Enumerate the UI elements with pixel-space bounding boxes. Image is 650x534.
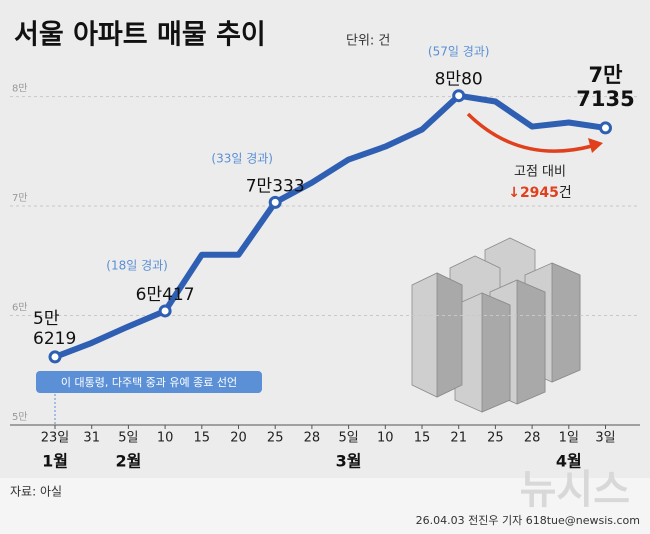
drop-value: 2945 [520, 185, 559, 201]
y-tick-label: 6만 [12, 302, 28, 314]
source: 자료: 아실 [10, 485, 62, 499]
drop-arrowhead [588, 138, 603, 153]
month-label: 1월 [42, 452, 68, 471]
x-tick-label: 23일 [41, 431, 70, 446]
marker [48, 350, 62, 364]
drop-arrow-symbol: ↓ [508, 185, 520, 201]
marker [158, 304, 172, 318]
drop-unit: 건 [559, 185, 572, 201]
data-label: 8만80 [435, 70, 483, 90]
elapsed-label: (18일 경과) [106, 259, 168, 273]
event-box [36, 371, 262, 393]
marker [268, 195, 282, 209]
marker [599, 121, 612, 135]
x-tick-label: 25 [267, 431, 284, 446]
x-tick-label: 28 [524, 431, 541, 446]
elapsed-label: (57일 경과) [428, 45, 490, 59]
y-tick-label: 7만 [12, 192, 28, 204]
x-tick-label: 15 [194, 431, 211, 446]
data-label: 6만417 [136, 285, 195, 305]
peak-compare: 고점 대비 [514, 165, 566, 180]
x-tick-label: 15 [414, 431, 431, 446]
x-tick-label: 1일 [559, 431, 579, 446]
x-tick-label: 10 [377, 431, 394, 446]
data-label-line: 5만 [33, 309, 60, 329]
x-tick-label: 10 [157, 431, 174, 446]
data-label-line: 7만333 [246, 176, 305, 196]
data-label-line: 7135 [576, 87, 634, 111]
data-label: 7만333 [246, 176, 305, 196]
month-label: 4월 [556, 452, 582, 471]
data-label-line: 6만417 [136, 285, 195, 305]
y-tick-label: 5만 [12, 411, 28, 423]
data-label: 7만 7135 [576, 63, 634, 111]
data-label: 5만 6219 [33, 309, 76, 349]
drop-label: ↓2945건 [508, 185, 572, 201]
x-tick-label: 5일 [118, 431, 138, 446]
chart-title: 서울 아파트 매물 추이 [14, 20, 266, 51]
data-label-line: 6219 [33, 329, 76, 349]
x-tick-label: 25 [487, 431, 504, 446]
elapsed-label: (33일 경과) [211, 152, 273, 166]
month-label: 2월 [115, 452, 141, 471]
unit-label: 단위: 건 [346, 34, 390, 49]
marker [452, 89, 466, 103]
x-tick-label: 5일 [338, 431, 358, 446]
x-tick-label: 3일 [595, 431, 615, 446]
buildings-illustration [411, 237, 581, 413]
watermark: 뉴시스 [520, 467, 630, 513]
y-tick-label: 8만 [12, 83, 28, 95]
line [53, 92, 606, 360]
event-callout: 이 대통령, 다주택 중과 유예 종료 선언 [36, 371, 262, 425]
data-label-line: 8만80 [435, 70, 483, 90]
data-label-line: 7만 [589, 63, 623, 87]
footer-band [0, 478, 650, 534]
x-tick-label: 20 [230, 431, 247, 446]
credit: 26.04.03 전진우 기자 618tue@newsis.com [416, 514, 640, 527]
x-tick-label: 21 [450, 431, 467, 446]
event-text: 이 대통령, 다주택 중과 유예 종료 선언 [61, 376, 237, 389]
x-tick-label: 31 [83, 431, 100, 446]
month-label: 3월 [336, 452, 362, 471]
x-tick-label: 28 [304, 431, 321, 446]
drop-arrow [466, 112, 593, 153]
